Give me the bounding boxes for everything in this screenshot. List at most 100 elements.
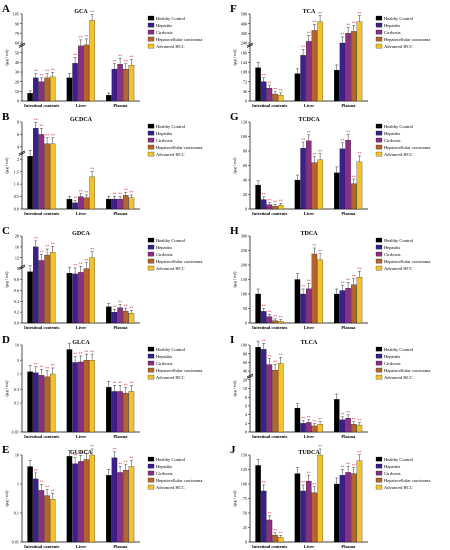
y-tick-label: 0.2 [14, 310, 19, 315]
significance-mark: ** [279, 315, 283, 320]
y-tick-label: 2 [245, 421, 247, 426]
significance-mark: ** [124, 187, 128, 192]
y-tick-label: 4 [245, 412, 248, 417]
bar-cirrhosis [266, 87, 273, 102]
bar-advanced-hcc [128, 313, 135, 324]
bar-advanced-hcc [89, 257, 95, 324]
x-tick-label: Intestinal contents [24, 434, 60, 439]
significance-mark: ** [39, 250, 43, 255]
legend-label: Hepatitis [156, 245, 172, 250]
legend-label: Hepatocellular carcinoma [156, 259, 202, 264]
y-tick-label: 0.5 [14, 194, 19, 199]
y-tick-label: 105 [13, 12, 19, 17]
significance-mark: ** [352, 417, 356, 422]
bar-hepatitis [111, 391, 118, 433]
y-tick-label: 12 [15, 255, 19, 260]
bar-cirrhosis [38, 260, 45, 324]
x-tick-label: Plasma [113, 211, 128, 216]
significance-mark: ** [39, 73, 43, 78]
bar-cirrhosis [38, 490, 45, 543]
x-tick-label: Plasma [113, 544, 128, 549]
y-axis-label: (μg / ml) [4, 380, 9, 396]
legend-swatch [147, 29, 155, 35]
y-axis-label: (μg / ml) [232, 49, 237, 65]
x-tick-label: Plasma [341, 325, 356, 330]
y-tick-label: 0 [245, 430, 247, 435]
legend-label: Healthy Control [384, 347, 414, 352]
legend-swatch [147, 123, 155, 129]
bar-advanced-hcc [278, 363, 284, 433]
y-tick-label: 40 [15, 60, 19, 65]
y-tick-label: 60 [15, 41, 19, 46]
bar-advanced-hcc [317, 159, 323, 210]
legend-swatch [375, 367, 383, 373]
significance-mark: ** [318, 149, 322, 154]
bar-hepatocellular-carcinoma [272, 93, 278, 102]
y-tick-label: 0.01 [12, 430, 19, 435]
significance-mark: ** [262, 192, 266, 197]
y-tick-label: 75 [243, 496, 247, 501]
axis-break-mark [18, 44, 26, 48]
significance-mark: ** [312, 419, 316, 424]
bar-healthy-control [294, 279, 301, 324]
legend-label: Cirrhosis [384, 30, 401, 35]
bar-healthy-control [66, 273, 73, 324]
significance-mark: ** [273, 314, 277, 319]
legend-swatch [375, 353, 383, 359]
legend-swatch [147, 470, 155, 476]
legend-swatch [147, 43, 155, 49]
y-tick-label: 0 [245, 207, 247, 212]
significance-mark: ** [124, 382, 128, 387]
legend-swatch [375, 484, 383, 490]
bar-healthy-control [334, 69, 340, 102]
bar-hepatocellular-carcinoma [311, 30, 318, 102]
bar-advanced-hcc [50, 143, 56, 210]
bar-cirrhosis [117, 472, 123, 543]
legend-swatch [375, 151, 383, 157]
axis-break-mark [18, 264, 26, 269]
x-tick-label: Liver [304, 434, 315, 439]
legend-label: Hepatitis [156, 464, 172, 469]
legend-label: Advanced HCC [384, 152, 413, 157]
significance-mark: ** [51, 68, 55, 73]
panel-letter: F [230, 3, 237, 15]
bar-hepatitis [339, 475, 346, 543]
significance-mark: ** [267, 80, 271, 85]
y-tick-label: 16 [15, 244, 19, 249]
legend-swatch [147, 456, 155, 462]
bar-hepatitis [72, 63, 78, 102]
bar-advanced-hcc [50, 499, 56, 543]
bar-hepatocellular-carcinoma [123, 392, 129, 433]
significance-mark: ** [267, 198, 271, 203]
legend-label: Advanced HCC [384, 266, 413, 271]
y-tick-label: 40 [243, 178, 247, 183]
bar-hepatocellular-carcinoma [311, 425, 318, 433]
significance-mark: ** [84, 449, 88, 454]
y-tick-label: 1 [17, 372, 19, 377]
legend-swatch [375, 477, 383, 483]
legend-swatch [375, 360, 383, 366]
bar-hepatocellular-carcinoma [123, 470, 129, 543]
significance-mark: ** [90, 167, 94, 172]
y-tick-label: 20 [15, 79, 19, 84]
x-tick-label: Liver [304, 211, 315, 216]
significance-mark: ** [307, 31, 311, 36]
bar-hepatocellular-carcinoma [83, 197, 90, 210]
y-tick-label: 6 [17, 132, 19, 137]
legend-swatch [375, 470, 383, 476]
significance-mark: ** [129, 190, 133, 195]
significance-mark: ** [45, 485, 49, 490]
legend-swatch [147, 346, 155, 352]
legend-swatch [147, 130, 155, 136]
bar-healthy-control [27, 156, 33, 210]
bar-hepatitis [300, 55, 306, 102]
panel-title: GUDCA [70, 450, 93, 456]
y-tick-label: 10 [243, 386, 247, 391]
legend-swatch [147, 144, 155, 150]
x-tick-label: Intestinal contents [24, 103, 60, 108]
legend-label: Hepatocellular carcinoma [156, 368, 202, 373]
bar-hepatocellular-carcinoma [44, 77, 50, 102]
y-tick-label: 25 [243, 525, 247, 530]
significance-mark: ** [73, 196, 77, 201]
